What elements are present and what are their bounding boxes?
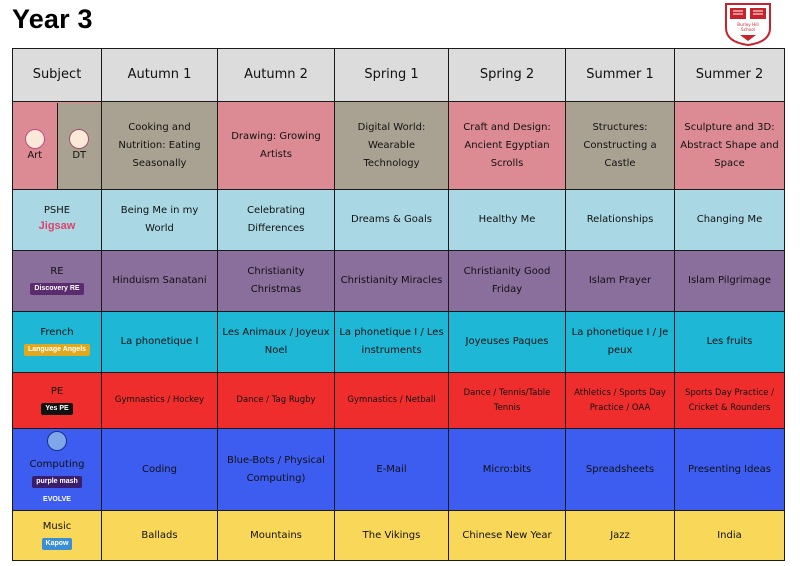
music-spring-2: Chinese New Year bbox=[448, 510, 566, 561]
evolve-logo-icon: EVOLVE bbox=[43, 496, 71, 503]
subject-cell-art-dt: Art DT bbox=[12, 101, 102, 190]
computing-spring-1: E-Mail bbox=[334, 428, 449, 511]
art-dt-spring-2: Craft and Design: Ancient Egyptian Scrol… bbox=[448, 101, 566, 190]
page-title: Year 3 bbox=[12, 4, 93, 34]
music-summer-2: India bbox=[674, 510, 785, 561]
french-summer-2: Les fruits bbox=[674, 311, 785, 373]
discovery-re-logo-icon: Discovery RE bbox=[30, 283, 84, 295]
subject-computing-label: Computing bbox=[29, 459, 85, 470]
re-summer-2: Islam Pilgrimage bbox=[674, 250, 785, 312]
subject-cell-pe: PE Yes PE bbox=[12, 372, 102, 429]
kapow-logo-icon: Kapow bbox=[41, 537, 73, 550]
subject-art-label: Art bbox=[27, 149, 43, 161]
french-spring-1: La phonetique I / Les instruments bbox=[334, 311, 449, 373]
header-spring-1: Spring 1 bbox=[334, 48, 449, 102]
table-row-re: RE Discovery RE Hinduism Sanatani Christ… bbox=[12, 250, 785, 312]
subject-pshe-label: PSHE bbox=[43, 205, 71, 216]
header-autumn-2: Autumn 2 bbox=[217, 48, 335, 102]
art-badge-icon bbox=[24, 128, 45, 149]
french-autumn-2: Les Animaux / Joyeux Noel bbox=[217, 311, 335, 373]
french-spring-2: Joyeuses Paques bbox=[448, 311, 566, 373]
art-dt-summer-1: Structures: Constructing a Castle bbox=[565, 101, 675, 190]
pe-spring-2: Dance / Tennis/Table Tennis bbox=[448, 372, 566, 429]
re-autumn-2: Christianity Christmas bbox=[217, 250, 335, 312]
french-autumn-1: La phonetique I bbox=[101, 311, 218, 373]
subject-pe-label: PE bbox=[50, 385, 64, 397]
pe-autumn-1: Gymnastics / Hockey bbox=[101, 372, 218, 429]
svg-text:Burley Hill: Burley Hill bbox=[737, 22, 758, 27]
language-angels-logo-icon: Language Angels bbox=[23, 344, 91, 356]
art-dt-autumn-1: Cooking and Nutrition: Eating Seasonally bbox=[101, 101, 218, 190]
computing-summer-2: Presenting Ideas bbox=[674, 428, 785, 511]
jigsaw-logo-icon: Jigsaw bbox=[38, 220, 76, 232]
music-autumn-1: Ballads bbox=[101, 510, 218, 561]
timetable-grid: Subject Autumn 1 Autumn 2 Spring 1 Sprin… bbox=[12, 48, 785, 561]
computing-autumn-1: Coding bbox=[101, 428, 218, 511]
music-summer-1: Jazz bbox=[565, 510, 675, 561]
pe-autumn-2: Dance / Tag Rugby bbox=[217, 372, 335, 429]
subject-cell-french: French Language Angels bbox=[12, 311, 102, 373]
table-row-art-dt: Art DT Cooking and Nutrition: Eating Sea… bbox=[12, 101, 785, 190]
music-autumn-2: Mountains bbox=[217, 510, 335, 561]
re-spring-2: Christianity Good Friday bbox=[448, 250, 566, 312]
dt-badge-icon bbox=[69, 128, 90, 149]
pshe-autumn-2: Celebrating Differences bbox=[217, 189, 335, 251]
subject-re-label: RE bbox=[50, 266, 64, 277]
pshe-autumn-1: Being Me in my World bbox=[101, 189, 218, 251]
subject-dt-label: DT bbox=[72, 149, 87, 161]
purple-mash-logo-icon: purple mash bbox=[32, 476, 82, 488]
computing-summer-1: Spreadsheets bbox=[565, 428, 675, 511]
svg-text:School: School bbox=[741, 27, 755, 32]
french-summer-1: La phonetique I / Je peux bbox=[565, 311, 675, 373]
re-autumn-1: Hinduism Sanatani bbox=[101, 250, 218, 312]
art-dt-autumn-2: Drawing: Growing Artists bbox=[217, 101, 335, 190]
pe-summer-2: Sports Day Practice / Cricket & Rounders bbox=[674, 372, 785, 429]
pshe-spring-1: Dreams & Goals bbox=[334, 189, 449, 251]
table-row-music: Music Kapow Ballads Mountains The Viking… bbox=[12, 510, 785, 561]
school-crest-logo: Burley Hill School bbox=[725, 3, 771, 46]
pe-summer-1: Athletics / Sports Day Practice / OAA bbox=[565, 372, 675, 429]
table-row-pe: PE Yes PE Gymnastics / Hockey Dance / Ta… bbox=[12, 372, 785, 429]
computing-autumn-2: Blue-Bots / Physical Computing) bbox=[217, 428, 335, 511]
subject-cell-music: Music Kapow bbox=[12, 510, 102, 561]
computing-spring-2: Micro:bits bbox=[448, 428, 566, 511]
subject-cell-computing: Computing purple mash EVOLVE bbox=[12, 428, 102, 511]
table-row-french: French Language Angels La phonetique I L… bbox=[12, 311, 785, 373]
header-subject: Subject bbox=[12, 48, 102, 102]
subject-cell-re: RE Discovery RE bbox=[12, 250, 102, 312]
header-summer-1: Summer 1 bbox=[565, 48, 675, 102]
table-row-pshe: PSHE Jigsaw Being Me in my World Celebra… bbox=[12, 189, 785, 251]
art-dt-summer-2: Sculpture and 3D: Abstract Shape and Spa… bbox=[674, 101, 785, 190]
header-row: Subject Autumn 1 Autumn 2 Spring 1 Sprin… bbox=[12, 48, 785, 102]
header-summer-2: Summer 2 bbox=[674, 48, 785, 102]
computing-badge-icon bbox=[47, 431, 67, 451]
art-dt-spring-1: Digital World: Wearable Technology bbox=[334, 101, 449, 190]
music-spring-1: The Vikings bbox=[334, 510, 449, 561]
yes-pe-logo-icon: Yes PE bbox=[41, 402, 73, 415]
pshe-summer-2: Changing Me bbox=[674, 189, 785, 251]
pe-spring-1: Gymnastics / Netball bbox=[334, 372, 449, 429]
re-summer-1: Islam Prayer bbox=[565, 250, 675, 312]
header-spring-2: Spring 2 bbox=[448, 48, 566, 102]
subject-cell-pshe: PSHE Jigsaw bbox=[12, 189, 102, 251]
re-spring-1: Christianity Miracles bbox=[334, 250, 449, 312]
table-row-computing: Computing purple mash EVOLVE Coding Blue… bbox=[12, 428, 785, 511]
pshe-summer-1: Relationships bbox=[565, 189, 675, 251]
subject-french-label: French bbox=[40, 327, 74, 338]
subject-music-label: Music bbox=[42, 520, 72, 532]
pshe-spring-2: Healthy Me bbox=[448, 189, 566, 251]
header-autumn-1: Autumn 1 bbox=[101, 48, 218, 102]
